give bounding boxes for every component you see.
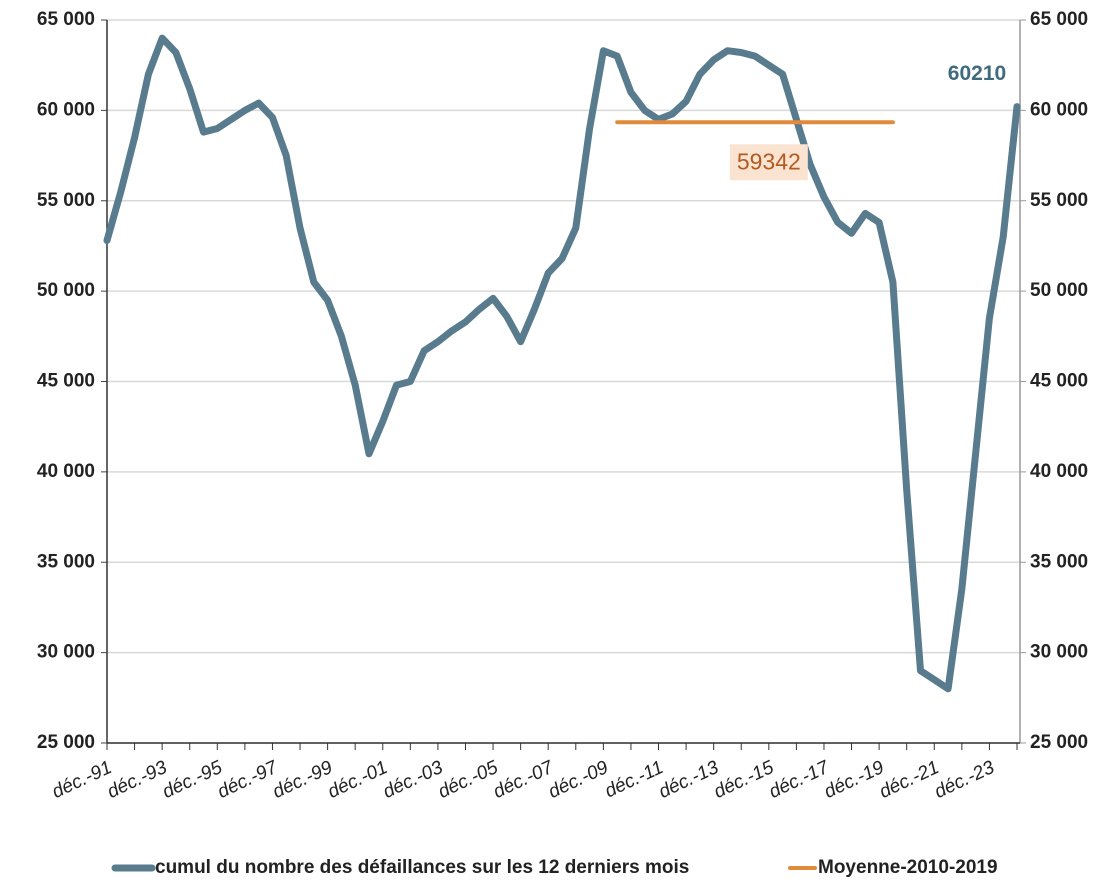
x-tick-label: déc.-93: [104, 757, 171, 803]
x-tick-label: déc.-17: [766, 756, 834, 802]
y-tick-label: 65 000: [37, 9, 95, 30]
legend-label: cumul du nombre des défaillances sur les…: [155, 857, 689, 878]
y-tick-label: 30 000: [37, 642, 95, 663]
legend-label: Moyenne-2010-2019: [818, 857, 998, 878]
y2-tick-label: 25 000: [1030, 732, 1088, 753]
y-tick-label: 35 000: [37, 551, 95, 572]
y-tick-label: 40 000: [37, 461, 95, 482]
x-tick-label: déc.-03: [380, 757, 447, 803]
y2-tick-label: 50 000: [1030, 280, 1088, 301]
x-tick-label: déc.-23: [931, 757, 998, 803]
y2-tick-label: 40 000: [1030, 461, 1088, 482]
x-tick-label: déc.-07: [490, 756, 558, 802]
y-tick-label: 55 000: [37, 190, 95, 211]
x-tick-label: déc.-09: [545, 757, 612, 803]
x-tick-label: déc.-15: [711, 757, 778, 803]
data-label: 60210: [948, 62, 1006, 85]
y2-tick-label: 60 000: [1030, 99, 1088, 120]
data-label-bg: [729, 144, 808, 181]
x-tick-label: déc.-95: [159, 757, 226, 803]
y-tick-label: 60 000: [37, 99, 95, 120]
y2-tick-label: 55 000: [1030, 190, 1088, 211]
x-tick-label: déc.-05: [435, 757, 502, 803]
x-tick-label: déc.-13: [656, 757, 723, 803]
y-tick-label: 25 000: [37, 732, 95, 753]
x-tick-label: déc.-11: [602, 757, 667, 802]
y2-tick-label: 65 000: [1030, 9, 1088, 30]
x-tick-label: déc.-97: [214, 756, 282, 802]
x-tick-label: déc.-91: [49, 757, 115, 803]
y2-tick-label: 30 000: [1030, 642, 1088, 663]
x-tick-label: déc.-21: [876, 757, 942, 803]
x-tick-label: déc.-99: [270, 757, 337, 803]
series-line: [103, 34, 1021, 693]
y2-tick-label: 45 000: [1030, 371, 1088, 392]
data-label: 59342: [737, 148, 801, 174]
x-tick-label: déc.-19: [821, 757, 888, 803]
x-tick-label: déc.-01: [325, 757, 391, 803]
y-tick-label: 45 000: [37, 371, 95, 392]
y2-tick-label: 35 000: [1030, 551, 1088, 572]
y-tick-label: 50 000: [37, 280, 95, 301]
